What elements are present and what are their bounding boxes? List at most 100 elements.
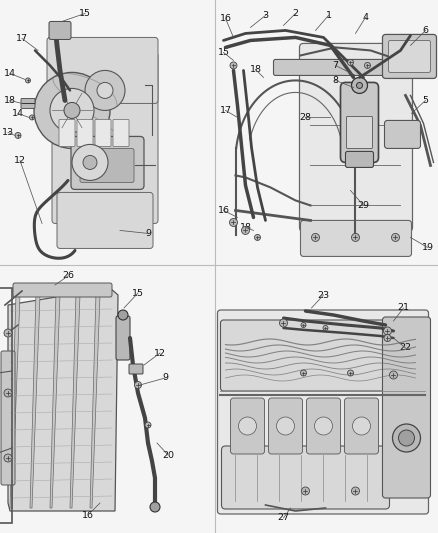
Circle shape <box>347 370 353 376</box>
FancyBboxPatch shape <box>129 364 143 374</box>
Circle shape <box>353 417 371 435</box>
FancyBboxPatch shape <box>59 119 75 147</box>
Text: 26: 26 <box>62 271 74 280</box>
Circle shape <box>301 322 306 327</box>
Polygon shape <box>30 293 40 508</box>
FancyBboxPatch shape <box>382 35 437 78</box>
FancyBboxPatch shape <box>1 351 15 485</box>
Text: 18: 18 <box>250 65 261 74</box>
Text: 4: 4 <box>363 13 368 22</box>
Text: 8: 8 <box>332 76 339 85</box>
Circle shape <box>72 144 108 181</box>
Text: 22: 22 <box>399 343 411 352</box>
Text: 17: 17 <box>219 106 232 115</box>
FancyBboxPatch shape <box>346 151 374 167</box>
Circle shape <box>29 115 35 120</box>
Circle shape <box>364 62 371 68</box>
Circle shape <box>399 430 414 446</box>
Circle shape <box>314 417 332 435</box>
FancyBboxPatch shape <box>113 119 129 147</box>
Text: 12: 12 <box>14 156 26 165</box>
Circle shape <box>118 310 128 320</box>
FancyBboxPatch shape <box>385 120 420 148</box>
Circle shape <box>50 88 94 132</box>
Text: 16: 16 <box>218 206 230 215</box>
FancyBboxPatch shape <box>273 60 407 76</box>
FancyBboxPatch shape <box>307 398 340 454</box>
Text: 9: 9 <box>162 374 168 383</box>
Circle shape <box>83 156 97 169</box>
Text: 18: 18 <box>240 223 251 232</box>
Circle shape <box>347 60 353 66</box>
Circle shape <box>301 487 310 495</box>
Text: 16: 16 <box>219 14 232 23</box>
Text: 13: 13 <box>2 128 14 137</box>
Circle shape <box>230 62 237 69</box>
Polygon shape <box>50 293 60 508</box>
Text: 20: 20 <box>162 450 174 459</box>
Circle shape <box>279 319 287 327</box>
Text: 3: 3 <box>262 11 268 20</box>
Polygon shape <box>90 293 100 508</box>
Circle shape <box>357 83 363 88</box>
FancyBboxPatch shape <box>47 37 158 103</box>
FancyBboxPatch shape <box>346 116 372 148</box>
Circle shape <box>64 102 80 118</box>
Circle shape <box>4 454 12 462</box>
Circle shape <box>134 382 141 389</box>
Circle shape <box>34 72 110 148</box>
Circle shape <box>241 227 250 235</box>
Circle shape <box>145 422 151 428</box>
Circle shape <box>392 233 399 241</box>
Text: 27: 27 <box>278 513 290 522</box>
Circle shape <box>230 219 237 227</box>
Circle shape <box>300 370 307 376</box>
Text: 17: 17 <box>16 34 28 43</box>
FancyBboxPatch shape <box>71 136 144 189</box>
FancyBboxPatch shape <box>116 316 130 360</box>
Circle shape <box>150 502 160 512</box>
Text: 21: 21 <box>398 303 410 312</box>
Circle shape <box>254 235 261 240</box>
Circle shape <box>389 371 398 379</box>
Circle shape <box>15 132 21 139</box>
FancyBboxPatch shape <box>389 41 431 72</box>
FancyBboxPatch shape <box>57 192 153 248</box>
Text: 15: 15 <box>218 48 230 57</box>
FancyBboxPatch shape <box>222 446 389 509</box>
Circle shape <box>311 233 319 241</box>
FancyBboxPatch shape <box>77 119 93 147</box>
Text: 5: 5 <box>423 96 428 105</box>
Circle shape <box>25 78 31 83</box>
Text: 14: 14 <box>12 109 24 118</box>
FancyBboxPatch shape <box>345 398 378 454</box>
Circle shape <box>352 77 367 93</box>
Circle shape <box>392 424 420 452</box>
Text: 28: 28 <box>300 113 311 122</box>
Text: 16: 16 <box>82 511 94 520</box>
FancyBboxPatch shape <box>13 283 112 297</box>
Text: 2: 2 <box>293 9 298 18</box>
Text: 18: 18 <box>4 96 16 105</box>
FancyBboxPatch shape <box>340 83 378 163</box>
Circle shape <box>4 329 12 337</box>
Text: 15: 15 <box>79 9 91 18</box>
Text: 7: 7 <box>332 61 339 70</box>
Text: 14: 14 <box>4 69 16 78</box>
Circle shape <box>239 417 257 435</box>
FancyBboxPatch shape <box>220 320 421 391</box>
FancyBboxPatch shape <box>382 317 431 498</box>
FancyBboxPatch shape <box>300 221 411 256</box>
Text: 15: 15 <box>132 288 144 297</box>
FancyBboxPatch shape <box>80 148 134 182</box>
Circle shape <box>352 233 360 241</box>
Text: 12: 12 <box>154 349 166 358</box>
FancyBboxPatch shape <box>268 398 303 454</box>
Circle shape <box>384 327 392 335</box>
Circle shape <box>97 83 113 99</box>
Polygon shape <box>8 288 118 511</box>
Polygon shape <box>70 293 80 508</box>
Polygon shape <box>10 293 20 508</box>
FancyBboxPatch shape <box>49 21 71 39</box>
Text: 19: 19 <box>421 243 434 252</box>
